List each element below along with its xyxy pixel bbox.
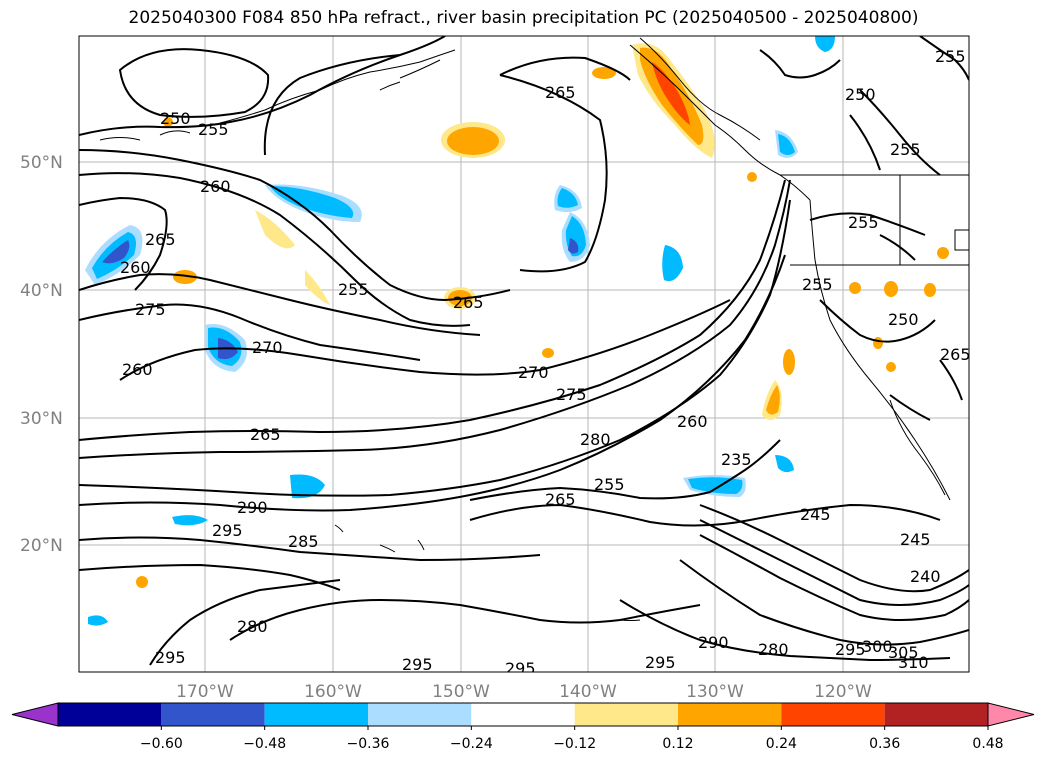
lon-label: 160°W xyxy=(304,682,362,702)
longitude-labels: 170°W 160°W 150°W 140°W 130°W 120°W xyxy=(176,682,872,702)
contour-label: 295 xyxy=(155,648,186,667)
contour-label: 295 xyxy=(645,653,676,672)
contour-label: 275 xyxy=(556,385,587,404)
contour-label: 265 xyxy=(145,230,176,249)
contour-label: 250 xyxy=(888,310,919,329)
contour-label: 260 xyxy=(677,412,708,431)
contour-label: 255 xyxy=(848,213,879,232)
colorbar-tick-label: −0.12 xyxy=(553,736,596,752)
contour-label: 285 xyxy=(288,532,319,551)
map-title: 2025040300 F084 850 hPa refract., river … xyxy=(128,8,919,28)
contour-label: 280 xyxy=(237,617,268,636)
contour-label: 295 xyxy=(212,521,243,540)
contour-label: 260 xyxy=(200,177,231,196)
graticule xyxy=(79,36,969,672)
contour-label: 270 xyxy=(518,363,549,382)
contour-label: 240 xyxy=(910,567,941,586)
contour-label: 255 xyxy=(890,140,921,159)
contour-label: 265 xyxy=(545,83,576,102)
colorbar-tick-label: −0.48 xyxy=(243,736,286,752)
contour-label: 290 xyxy=(698,633,729,652)
contour-label: 255 xyxy=(594,475,625,494)
lon-label: 170°W xyxy=(176,682,234,702)
contour-label: 265 xyxy=(250,425,281,444)
colorbar-tick-label: 0.24 xyxy=(766,736,797,752)
latitude-labels: 50°N 40°N 30°N 20°N xyxy=(20,153,63,556)
colorbar-segment xyxy=(471,703,575,726)
contour-label: 300 xyxy=(862,637,893,656)
colorbar-segment xyxy=(574,703,678,726)
map-border xyxy=(78,35,970,673)
colorbar-tick-label: −0.24 xyxy=(450,736,493,752)
contour-label: 250 xyxy=(160,109,191,128)
colorbar-extend-min xyxy=(11,702,59,727)
coastlines xyxy=(99,37,969,621)
contour-label: 265 xyxy=(940,345,971,364)
lat-label: 50°N xyxy=(20,153,63,173)
contour-label: 290 xyxy=(237,498,268,517)
positive-anomaly-alaska-peak xyxy=(652,62,690,125)
lat-label: 30°N xyxy=(20,409,63,429)
contour-label: 255 xyxy=(935,47,966,66)
contour-label: 235 xyxy=(721,450,752,469)
contour-label: 255 xyxy=(338,280,369,299)
contour-label: 255 xyxy=(198,120,229,139)
colorbar: −0.60 −0.48 −0.36 −0.24 −0.12 0.12 0.24 0.36 0.4… xyxy=(11,702,1035,752)
colorbar-segment xyxy=(161,703,265,726)
colorbar-extend-max xyxy=(987,702,1035,727)
colorbar-tick-label: 0.48 xyxy=(972,736,1003,752)
contour-label: 250 xyxy=(845,85,876,104)
lat-label: 20°N xyxy=(20,536,63,556)
colorbar-segment xyxy=(884,703,988,726)
lon-label: 130°W xyxy=(686,682,744,702)
colorbar-segment xyxy=(678,703,782,726)
contour-label: 265 xyxy=(545,490,576,509)
contour-label: 295 xyxy=(505,659,536,678)
colorbar-tick-label: 0.12 xyxy=(662,736,693,752)
contour-label: 305 xyxy=(888,643,919,662)
colorbar-segment xyxy=(264,703,368,726)
colorbar-segment xyxy=(368,703,472,726)
colorbar-tick-label: −0.60 xyxy=(140,736,183,752)
contour-label: 275 xyxy=(135,300,166,319)
contour-label: 260 xyxy=(120,258,151,277)
contour-label: 310 xyxy=(898,653,929,672)
colorbar-segment xyxy=(58,703,162,726)
colorbar-tick-label: 0.36 xyxy=(869,736,900,752)
contour-label: 280 xyxy=(758,640,789,659)
contour-label: 265 xyxy=(453,293,484,312)
lon-label: 150°W xyxy=(432,682,490,702)
colorbar-tick-label: −0.36 xyxy=(347,736,390,752)
colorbar-outline xyxy=(57,702,989,727)
refractivity-contours xyxy=(79,36,969,666)
colorbar-segment xyxy=(781,703,885,726)
contour-label: 260 xyxy=(122,360,153,379)
contour-label: 270 xyxy=(252,338,283,357)
contour-label: 295 xyxy=(835,640,866,659)
contour-label: 245 xyxy=(800,505,831,524)
lat-label: 40°N xyxy=(20,281,63,301)
lon-label: 120°W xyxy=(814,682,872,702)
contour-label: 245 xyxy=(900,530,931,549)
contour-label: 295 xyxy=(402,655,433,674)
contour-label: 255 xyxy=(802,275,833,294)
contour-labels: 250 255 260 265 260 275 270 260 265 290 … xyxy=(120,47,971,678)
contour-label: 280 xyxy=(580,430,611,449)
lon-label: 140°W xyxy=(559,682,617,702)
